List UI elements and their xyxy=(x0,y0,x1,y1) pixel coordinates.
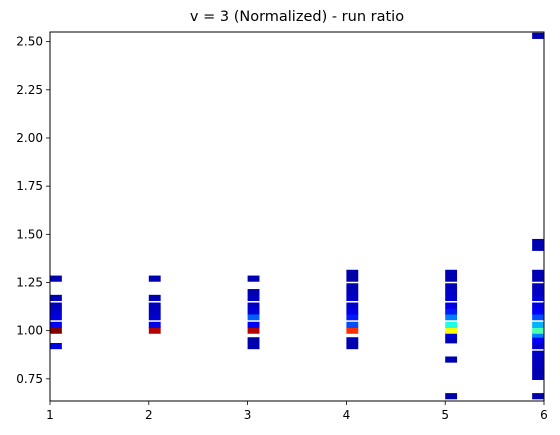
heatmap-cell xyxy=(346,337,359,344)
plot-background xyxy=(50,32,544,401)
heatmap-cell xyxy=(532,368,544,375)
heatmap-cell xyxy=(247,314,260,321)
heatmap-cell xyxy=(50,302,62,309)
plot-frame xyxy=(49,31,545,402)
x-tick-label: 2 xyxy=(145,408,153,422)
heatmap-cell xyxy=(532,238,544,246)
y-tick-label: 1.50 xyxy=(16,227,43,241)
heatmap-cell xyxy=(445,314,458,321)
heatmap-cell xyxy=(532,356,544,363)
heatmap-cell xyxy=(532,373,544,380)
heatmap-cell xyxy=(247,289,260,296)
heatmap-cells xyxy=(50,32,544,400)
heatmap-cell xyxy=(532,337,544,344)
heatmap-cell xyxy=(346,321,359,328)
x-tick-label: 5 xyxy=(441,408,449,422)
heatmap-cell xyxy=(50,308,62,315)
heatmap-cell xyxy=(445,356,458,363)
heatmap-cell xyxy=(50,275,62,282)
heatmap-cell xyxy=(532,244,544,251)
heatmap-cell xyxy=(346,308,359,315)
heatmap-cell xyxy=(247,327,260,334)
heatmap-cell xyxy=(247,308,260,315)
x-axis: 1 2 3 4 5 6 xyxy=(46,401,548,422)
heatmap-cell xyxy=(532,393,544,400)
heatmap-cell xyxy=(445,393,458,400)
heatmap-cell xyxy=(247,321,260,328)
heatmap-cell xyxy=(532,327,544,334)
heatmap-cell xyxy=(148,275,161,282)
heatmap-cell xyxy=(247,275,260,282)
heatmap-cell xyxy=(445,269,458,276)
heatmap-cell xyxy=(532,331,544,338)
heatmap-cell xyxy=(247,337,260,344)
heatmap-cell xyxy=(445,321,458,328)
heatmap-cell xyxy=(50,314,62,321)
y-tick-label: 0.75 xyxy=(16,372,43,386)
heatmap-cell xyxy=(50,343,62,350)
heatmap-cell xyxy=(346,269,359,276)
heatmap-cell xyxy=(532,321,544,328)
heatmap-cell xyxy=(148,321,161,328)
heatmap-cell xyxy=(445,289,458,296)
y-tick-label: 1.75 xyxy=(16,179,43,193)
heatmap-cell xyxy=(148,308,161,315)
heatmap-cell xyxy=(532,362,544,369)
heatmap-cell xyxy=(148,302,161,309)
heatmap-cell xyxy=(532,283,544,290)
y-tick-label: 2.00 xyxy=(16,131,43,145)
heatmap-cell xyxy=(346,314,359,321)
heatmap-cell xyxy=(445,283,458,290)
heatmap-cell xyxy=(532,294,544,301)
plot-area xyxy=(49,31,545,402)
heatmap-cell xyxy=(532,308,544,315)
heatmap-cell xyxy=(247,294,260,301)
y-tick-label: 2.25 xyxy=(16,83,43,97)
heatmap-cell xyxy=(532,343,544,350)
heatmap-cell xyxy=(148,314,161,321)
heatmap-cell xyxy=(445,294,458,301)
heatmap-cell xyxy=(247,302,260,309)
heatmap-cell xyxy=(346,275,359,282)
heatmap-cell xyxy=(247,343,260,350)
heatmap-cell xyxy=(346,343,359,350)
heatmap-cell xyxy=(50,294,62,301)
x-tick-label: 3 xyxy=(244,408,252,422)
heatmap-cell xyxy=(346,283,359,290)
chart-title: v = 3 (Normalized) - run ratio xyxy=(190,9,404,25)
y-tick-label: 2.50 xyxy=(16,35,43,49)
y-tick-label: 1.25 xyxy=(16,275,43,289)
y-axis: 0.75 1.00 1.25 1.50 1.75 2.00 2.25 2.50 xyxy=(16,35,50,386)
heatmap-cell xyxy=(532,302,544,309)
heatmap-cell xyxy=(148,294,161,301)
heatmap-cell xyxy=(532,314,544,321)
heatmap-cell xyxy=(445,327,458,334)
heatmap-cell xyxy=(532,275,544,282)
x-tick-label: 6 xyxy=(540,408,548,422)
heatmap-cell xyxy=(445,308,458,315)
heatmap-cell xyxy=(50,327,62,334)
heatmap-cell xyxy=(445,302,458,309)
heatmap-cell xyxy=(346,289,359,296)
heatmap-cell xyxy=(148,327,161,334)
heatmap-cell xyxy=(445,331,458,338)
heatmap-cell xyxy=(532,32,544,39)
heatmap-cell xyxy=(50,321,62,328)
heatmap-cell xyxy=(532,269,544,276)
heatmap-cell xyxy=(346,327,359,334)
heatmap-cell xyxy=(532,289,544,296)
x-tick-label: 4 xyxy=(343,408,351,422)
y-tick-label: 1.00 xyxy=(16,324,43,338)
heatmap-cell xyxy=(346,302,359,309)
heatmap-cell xyxy=(532,350,544,357)
heatmap-cell xyxy=(445,337,458,344)
heatmap-cell xyxy=(346,294,359,301)
x-tick-label: 1 xyxy=(46,408,54,422)
heatmap-cell xyxy=(445,275,458,282)
